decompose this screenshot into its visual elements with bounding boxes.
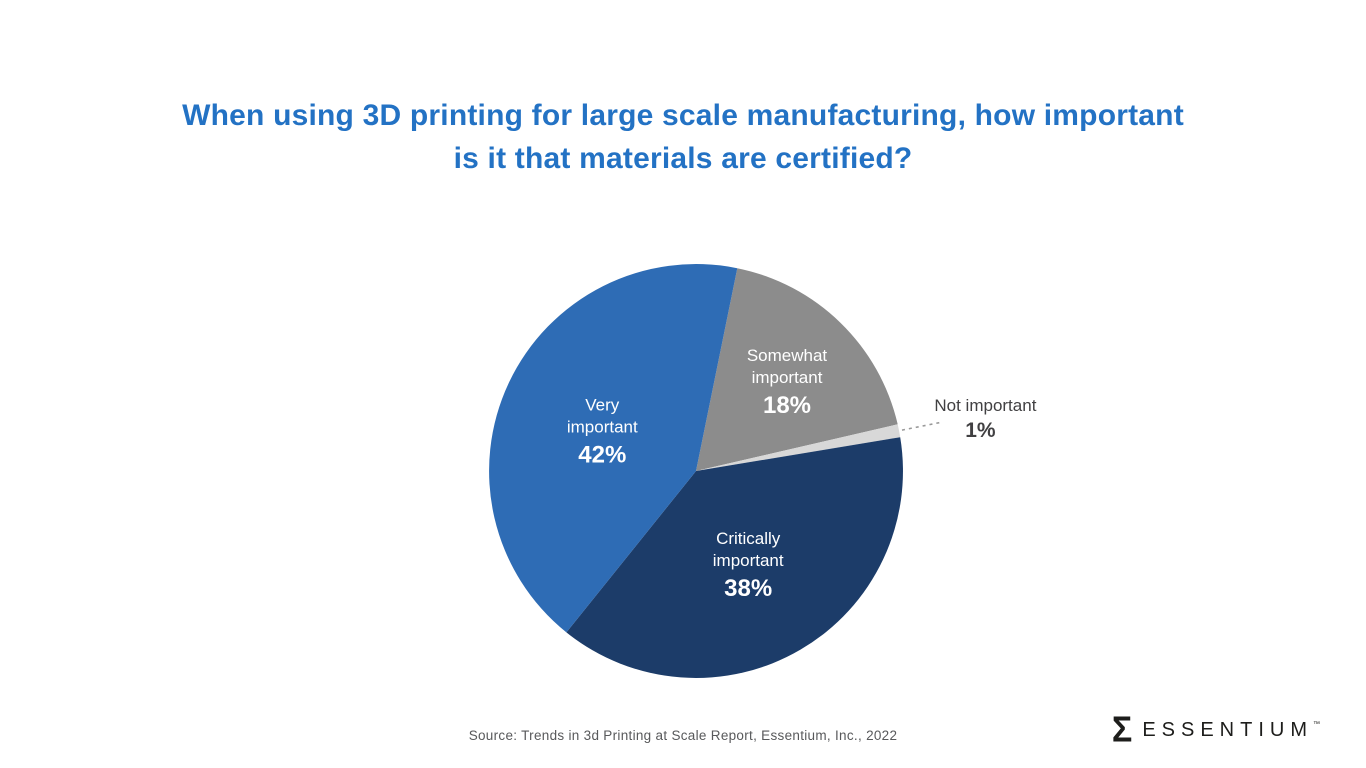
pie-slice-critically-important	[566, 437, 903, 678]
pie-slice-somewhat-important	[696, 268, 898, 471]
leader-line-not-important	[901, 421, 941, 431]
trademark-symbol: ™	[1313, 720, 1320, 728]
essentium-logo: Σ ESSENTIUM™	[1111, 710, 1320, 750]
slice-label-not-important: Not important	[934, 396, 1036, 415]
chart-title-line-1: When using 3D printing for large scale m…	[182, 99, 1184, 132]
slice-label-critically-important: important	[713, 551, 784, 570]
slice-value-not-important: 1%	[965, 419, 996, 442]
slice-label-critically-important: Critically	[716, 529, 781, 548]
chart-title-line-2: is it that materials are certified?	[453, 142, 913, 175]
slice-label-very-important: important	[567, 418, 638, 437]
chart-title: When using 3D printing for large scale m…	[0, 94, 1366, 180]
essentium-logo-text: ESSENTIUM™	[1142, 719, 1320, 742]
slice-value-very-important: 42%	[578, 442, 626, 469]
source-citation: Source: Trends in 3d Printing at Scale R…	[468, 728, 898, 743]
slice-label-somewhat-important: important	[752, 368, 823, 387]
slice-value-somewhat-important: 18%	[763, 392, 811, 419]
slice-label-somewhat-important: Somewhat	[747, 346, 828, 365]
slice-value-critically-important: 38%	[724, 575, 772, 602]
essentium-logo-wordmark: ESSENTIUM	[1142, 718, 1313, 741]
pie-slice-very-important	[489, 264, 738, 633]
essentium-logo-mark-icon: Σ	[1111, 710, 1133, 750]
slice-label-very-important: Very	[585, 396, 620, 415]
pie-slice-not-important	[696, 424, 901, 471]
